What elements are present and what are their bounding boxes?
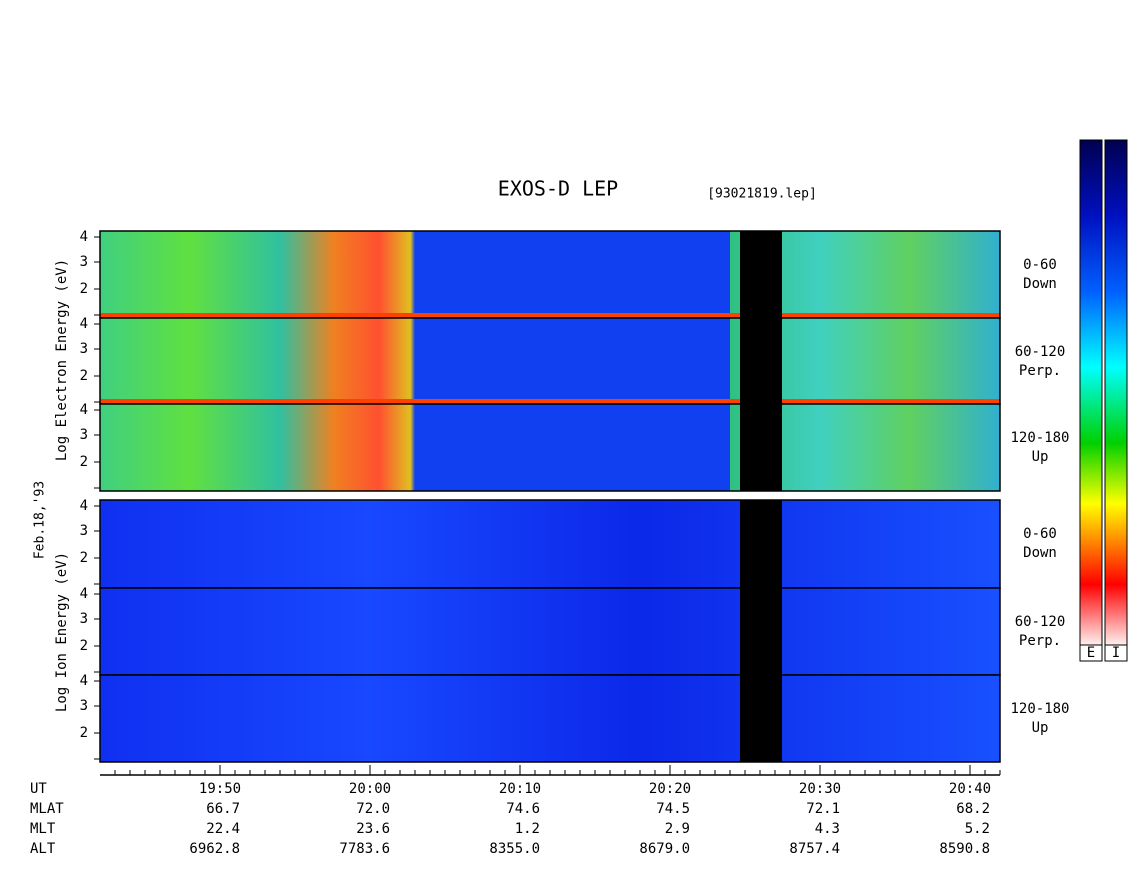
y-tick-label: 3 bbox=[80, 254, 88, 270]
orbit-value: 2.9 bbox=[665, 821, 690, 837]
orbit-value: 8757.4 bbox=[789, 841, 840, 857]
electron-axis-label: Log Electron Energy (eV) bbox=[54, 259, 70, 461]
orbit-value: 72.1 bbox=[806, 801, 840, 817]
orbit-value: 66.7 bbox=[206, 801, 240, 817]
spectrogram bbox=[100, 588, 1000, 675]
orbit-value: 5.2 bbox=[965, 821, 990, 837]
colorbar-e bbox=[1079, 139, 1103, 646]
y-tick-label: 2 bbox=[80, 725, 88, 741]
time-tick-label: 20:40 bbox=[949, 781, 991, 797]
y-tick-label: 2 bbox=[80, 281, 88, 297]
time-tick-label: 19:50 bbox=[199, 781, 241, 797]
orbit-value: 4.3 bbox=[815, 821, 840, 837]
y-tick-label: 2 bbox=[80, 550, 88, 566]
time-tick-label: 20:20 bbox=[649, 781, 691, 797]
colorbar-i bbox=[1104, 139, 1128, 646]
orbit-row-label: ALT bbox=[30, 841, 56, 857]
title: EXOS-D LEP bbox=[498, 177, 618, 201]
y-tick-label: 4 bbox=[80, 673, 88, 689]
orbit-value: 23.6 bbox=[356, 821, 390, 837]
orbit-value: 8590.8 bbox=[939, 841, 990, 857]
panel-label: 120-180 bbox=[1010, 430, 1069, 446]
data-gap bbox=[740, 675, 782, 762]
y-tick-label: 3 bbox=[80, 341, 88, 357]
panel-label: 60-120 bbox=[1015, 614, 1066, 630]
orbit-value: 74.5 bbox=[656, 801, 690, 817]
orbit-value: 6962.8 bbox=[189, 841, 240, 857]
panel-label: Up bbox=[1032, 720, 1049, 736]
y-tick-label: 2 bbox=[80, 638, 88, 654]
orbit-value: 72.0 bbox=[356, 801, 390, 817]
spectrogram bbox=[100, 404, 1000, 491]
y-tick-label: 2 bbox=[80, 368, 88, 384]
time-tick-label: 20:30 bbox=[799, 781, 841, 797]
panel-label: Perp. bbox=[1019, 633, 1061, 649]
orbit-value: 68.2 bbox=[956, 801, 990, 817]
orbit-value: 22.4 bbox=[206, 821, 240, 837]
low-energy-band bbox=[100, 399, 1000, 403]
y-tick-label: 2 bbox=[80, 454, 88, 470]
panel-label: 120-180 bbox=[1010, 701, 1069, 717]
time-axis-label: UT bbox=[30, 781, 47, 797]
data-gap bbox=[740, 500, 782, 588]
low-energy-band bbox=[100, 313, 1000, 317]
y-tick-label: 3 bbox=[80, 611, 88, 627]
time-tick-label: 20:10 bbox=[499, 781, 541, 797]
y-tick-label: 4 bbox=[80, 586, 88, 602]
time-tick-label: 20:00 bbox=[349, 781, 391, 797]
panel-label: 0-60 bbox=[1023, 257, 1057, 273]
spectrogram bbox=[100, 318, 1000, 404]
y-tick-label: 3 bbox=[80, 523, 88, 539]
orbit-value: 74.6 bbox=[506, 801, 540, 817]
panel-frame bbox=[99, 403, 1001, 492]
panel-label: Perp. bbox=[1019, 363, 1061, 379]
panel-label: Up bbox=[1032, 449, 1049, 465]
panel-label: 0-60 bbox=[1023, 526, 1057, 542]
y-tick-label: 4 bbox=[80, 498, 88, 514]
panel-frame bbox=[99, 674, 1001, 763]
spectrogram bbox=[100, 675, 1000, 762]
data-gap bbox=[740, 404, 782, 491]
spectrogram bbox=[100, 500, 1000, 588]
y-tick-label: 3 bbox=[80, 698, 88, 714]
orbit-value: 1.2 bbox=[515, 821, 540, 837]
date-label: Feb.18,'93 bbox=[33, 481, 48, 559]
panel-label: Down bbox=[1023, 276, 1057, 292]
y-tick-label: 4 bbox=[80, 316, 88, 332]
orbit-value: 7783.6 bbox=[339, 841, 390, 857]
spectrogram bbox=[100, 231, 1000, 318]
data-gap bbox=[740, 588, 782, 675]
panel-label: Down bbox=[1023, 545, 1057, 561]
data-gap bbox=[740, 318, 782, 404]
orbit-value: 8679.0 bbox=[639, 841, 690, 857]
colorbar-label-box bbox=[1104, 644, 1128, 662]
y-tick-label: 3 bbox=[80, 427, 88, 443]
orbit-row-label: MLT bbox=[30, 821, 56, 837]
colorbar-label: E bbox=[1087, 645, 1095, 661]
file-name: [93021819.lep] bbox=[707, 187, 817, 202]
y-tick-label: 4 bbox=[80, 229, 88, 245]
orbit-row-label: MLAT bbox=[30, 801, 64, 817]
y-tick-label: 4 bbox=[80, 402, 88, 418]
data-gap bbox=[740, 231, 782, 318]
ion-axis-label: Log Ion Energy (eV) bbox=[54, 552, 70, 712]
colorbar-label-box bbox=[1079, 644, 1103, 662]
panel-label: 60-120 bbox=[1015, 344, 1066, 360]
colorbar-label: I bbox=[1112, 645, 1120, 661]
orbit-value: 8355.0 bbox=[489, 841, 540, 857]
